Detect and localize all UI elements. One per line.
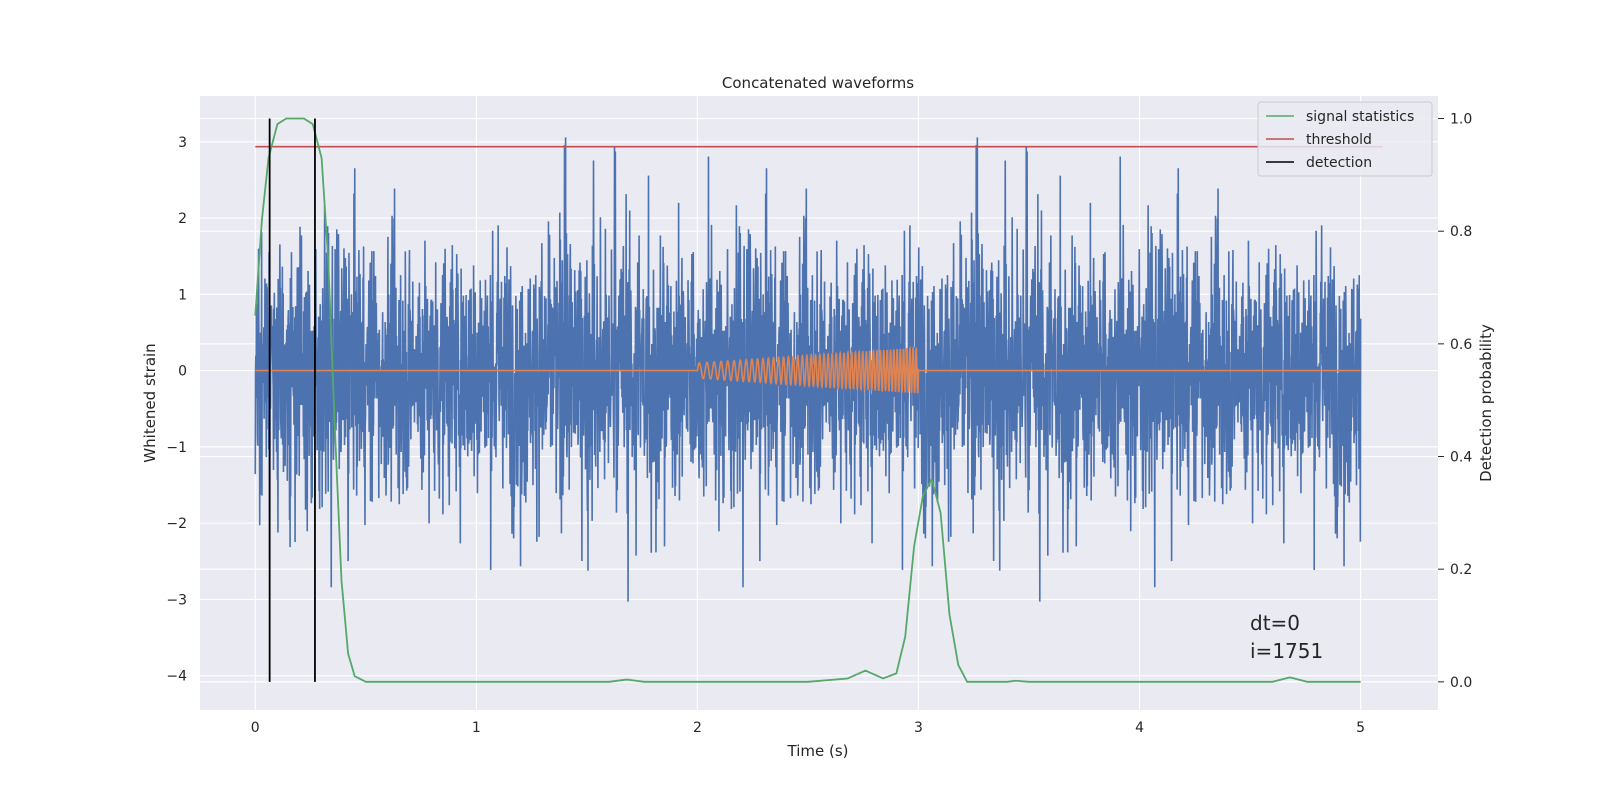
legend-label-detection: detection (1306, 155, 1372, 171)
y-tick-label-left: 3 (178, 135, 187, 151)
annotation-index: i=1751 (1250, 639, 1323, 663)
y-tick-label-left: −1 (166, 440, 187, 456)
y-tick-label-left: 0 (178, 364, 187, 380)
x-tick-label: 2 (693, 720, 702, 736)
x-axis-label: Time (s) (787, 742, 849, 760)
legend-label-threshold: threshold (1306, 132, 1372, 148)
y-tick-label-right: 0.4 (1450, 450, 1472, 466)
x-tick-label: 4 (1135, 720, 1144, 736)
signal-statistics-path (254, 117, 1361, 683)
y-tick-label-right: 0.2 (1450, 562, 1472, 578)
annotation-dt: dt=0 (1250, 611, 1300, 635)
y-tick-label-left: −3 (166, 592, 187, 608)
y-axis-label-left: Whitened strain (141, 343, 159, 462)
x-tick-label: 5 (1356, 720, 1365, 736)
ticks: 0 1 2 3 4 5 3 2 1 0 −1 −2 −3 −4 1.0 0.8 0.6 0.4 0.2 0.0 (166, 112, 1472, 736)
y-axis-label-right: Detection probability (1477, 324, 1495, 482)
legend: signal statistics threshold detection (1257, 101, 1433, 177)
y-tick-label-left: −4 (166, 669, 187, 685)
y-tick-label-right: 0.0 (1450, 675, 1472, 691)
y-tick-label-right: 1.0 (1450, 112, 1472, 128)
y-tick-label-left: −2 (166, 516, 187, 532)
y-tick-label-right: 0.6 (1450, 337, 1472, 353)
legend-box (1257, 101, 1433, 177)
y-tick-label-right: 0.8 (1450, 224, 1472, 240)
y-tick-label-left: 2 (178, 211, 187, 227)
x-tick-label: 1 (472, 720, 481, 736)
series-layer (254, 117, 1383, 683)
chart-title: Concatenated waveforms (722, 74, 914, 92)
noise-series (254, 137, 1362, 602)
y-tick-label-left: 1 (178, 287, 187, 303)
noise-path (254, 137, 1362, 602)
chirp-path (255, 345, 1361, 394)
x-tick-label: 0 (251, 720, 260, 736)
x-tick-label: 3 (914, 720, 923, 736)
legend-label-signal-statistics: signal statistics (1306, 109, 1414, 125)
